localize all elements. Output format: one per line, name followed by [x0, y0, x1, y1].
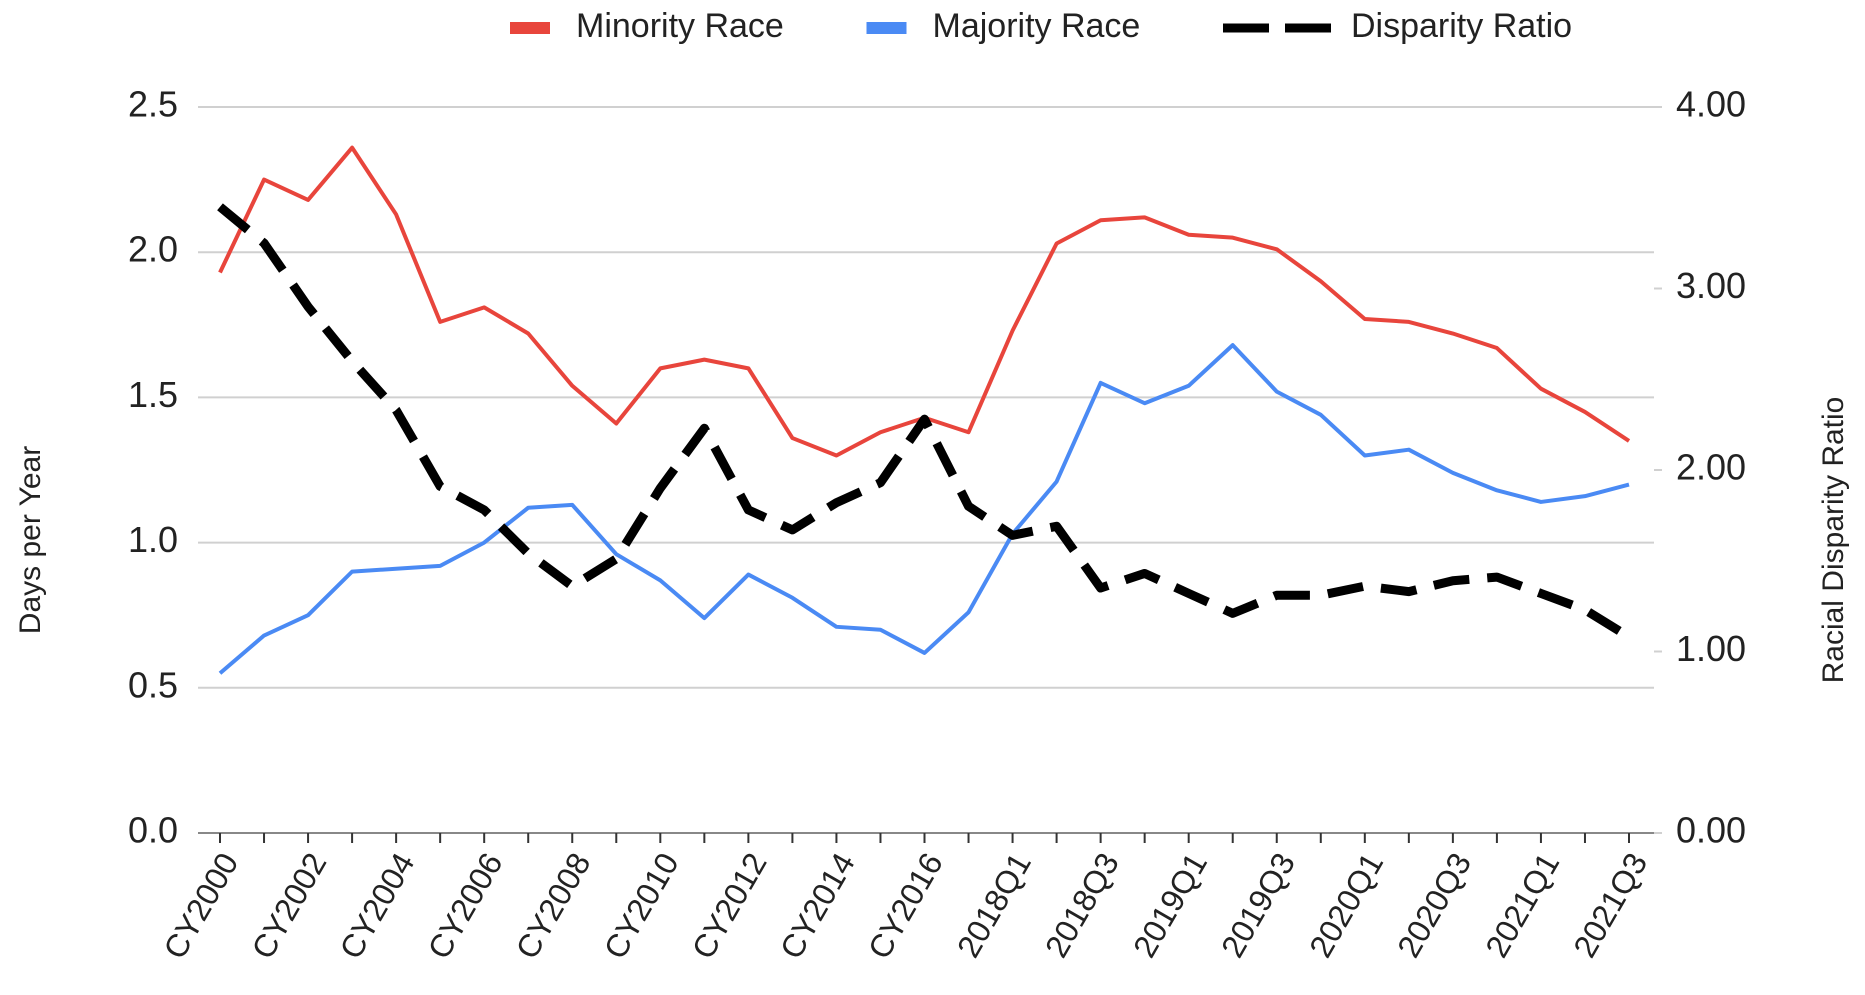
x-tick-label: 2019Q3 — [1214, 847, 1302, 964]
x-tick-label: CY2014 — [773, 847, 862, 965]
legend-swatch — [510, 22, 550, 34]
x-tick-label: CY2016 — [861, 847, 950, 965]
y-tick-label: 1.5 — [128, 374, 178, 415]
y-tick-label: 0.0 — [128, 810, 178, 851]
x-tick-label: CY2012 — [685, 847, 774, 965]
series-line — [217, 203, 1632, 641]
y2-tick-label: 0.00 — [1676, 810, 1746, 851]
legend-swatch — [866, 22, 907, 34]
legend-label: Minority Race — [576, 7, 784, 45]
y2-tick-label: 1.00 — [1676, 628, 1746, 669]
y2-axis-title: Racial Disparity Ratio — [1817, 397, 1850, 684]
y-axis-title: Days per Year — [14, 446, 47, 634]
y2-tick-label: 4.00 — [1676, 84, 1746, 125]
legend-label: Majority Race — [933, 7, 1141, 45]
x-tick-label: CY2002 — [244, 847, 333, 965]
x-tick-label: 2020Q3 — [1390, 847, 1478, 964]
series-line — [218, 145, 1631, 458]
x-tick-label: CY2010 — [597, 847, 686, 965]
x-tick-label: 2021Q3 — [1566, 847, 1654, 964]
y-tick-label: 0.5 — [128, 664, 178, 705]
x-tick-label: 2018Q1 — [950, 847, 1038, 964]
y2-tick-label: 3.00 — [1676, 265, 1746, 306]
y-tick-label: 2.0 — [128, 229, 178, 270]
series-line — [218, 343, 1630, 675]
x-tick-label: 2018Q3 — [1038, 847, 1126, 964]
x-tick-label: 2019Q1 — [1126, 847, 1214, 964]
x-tick-label: CY2008 — [509, 847, 598, 965]
x-tick-label: CY2004 — [333, 847, 422, 965]
y2-tick-label: 2.00 — [1676, 447, 1746, 488]
legend-label: Disparity Ratio — [1351, 7, 1572, 45]
x-tick-label: CY2006 — [421, 847, 510, 965]
x-tick-label: 2021Q1 — [1478, 847, 1566, 964]
x-tick-label: 2020Q1 — [1302, 847, 1390, 964]
y-tick-label: 2.5 — [128, 84, 178, 125]
x-tick-label: CY2000 — [156, 847, 245, 965]
y-tick-label: 1.0 — [128, 519, 178, 560]
